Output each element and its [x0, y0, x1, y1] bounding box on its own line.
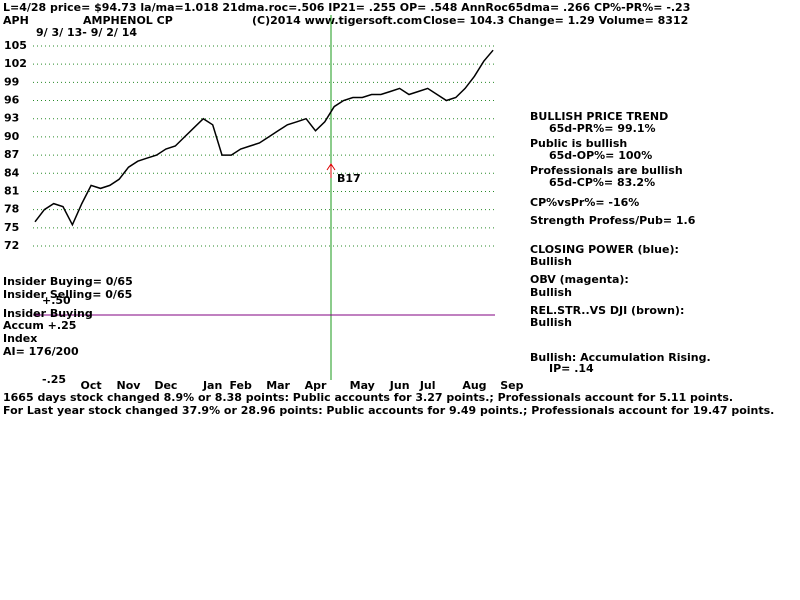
- annotation: B17: [337, 172, 361, 185]
- symbol: APH: [3, 14, 29, 27]
- x-tick-label: Jan: [202, 379, 222, 392]
- x-tick-label: Sep: [500, 379, 523, 392]
- indicator-label: Insider Buying= 0/65: [3, 275, 133, 288]
- signal-text: BULLISH PRICE TREND: [530, 110, 668, 123]
- copyright: (C)2014 www.tigersoft.com: [252, 14, 422, 27]
- signal-text: 65d-CP%= 83.2%: [549, 176, 655, 189]
- company: AMPHENOL CP: [83, 14, 173, 27]
- date-range: 9/ 3/ 13- 9/ 2/ 14: [36, 26, 137, 39]
- indicator-label: +.50: [42, 294, 71, 307]
- y-tick-label: 78: [4, 203, 19, 216]
- x-tick-label: Aug: [462, 379, 486, 392]
- y-tick-label: 93: [4, 112, 19, 125]
- signal-text: Public is bullish: [530, 137, 627, 150]
- x-tick-label: Dec: [154, 379, 177, 392]
- y-tick-label: 102: [4, 57, 27, 70]
- x-tick-label: Feb: [229, 379, 252, 392]
- signal-text: 65d-OP%= 100%: [549, 149, 652, 162]
- signal-text: Bullish: Accumulation Rising.: [530, 351, 711, 364]
- indicator-label: Accum +.25: [3, 319, 76, 332]
- indicator-label: Index: [3, 332, 37, 345]
- signal-text: Bullish: [530, 316, 572, 329]
- x-tick-label: Mar: [266, 379, 290, 392]
- indicator-label: Insider Selling= 0/65: [3, 288, 132, 301]
- signal-text: CP%vsPr%= -16%: [530, 196, 639, 209]
- signal-text: IP= .14: [549, 362, 594, 375]
- signal-text: 65d-PR%= 99.1%: [549, 122, 656, 135]
- signal-text: Professionals are bullish: [530, 164, 683, 177]
- x-tick-label: Oct: [81, 379, 102, 392]
- x-tick-label: Apr: [305, 379, 327, 392]
- y-tick-label: 81: [4, 184, 19, 197]
- signal-text: REL.STR..VS DJI (brown):: [530, 304, 684, 317]
- buy-arrow: [326, 163, 336, 178]
- x-tick-label: Nov: [117, 379, 142, 392]
- y-tick-label: 75: [4, 221, 19, 234]
- x-tick-label: Jul: [419, 379, 436, 392]
- signal-text: Bullish: [530, 255, 572, 268]
- indicator-label: -.25: [42, 373, 66, 386]
- indicator-label: AI= 176/200: [3, 345, 79, 358]
- indicator-label: Insider Buying: [3, 307, 93, 320]
- footer-line: 1665 days stock changed 8.9% or 8.38 poi…: [3, 391, 733, 404]
- x-tick-label: Jun: [389, 379, 410, 392]
- y-tick-label: 90: [4, 130, 20, 143]
- signal-text: Strength Profess/Pub= 1.6: [530, 214, 696, 227]
- signal-text: OBV (magenta):: [530, 273, 629, 286]
- quote: Close= 104.3 Change= 1.29 Volume= 8312: [423, 14, 688, 27]
- y-tick-label: 72: [4, 239, 19, 252]
- y-tick-label: 99: [4, 75, 19, 88]
- x-tick-label: May: [350, 379, 375, 392]
- status-line: L=4/28 price= $94.73 la/ma=1.018 21dma.r…: [3, 1, 690, 14]
- y-tick-label: 96: [4, 94, 20, 107]
- y-tick-label: 84: [4, 166, 20, 179]
- y-tick-label: 105: [4, 39, 27, 52]
- price-line: [34, 49, 494, 227]
- y-tick-label: 87: [4, 148, 19, 161]
- footer-line: For Last year stock changed 37.9% or 28.…: [3, 404, 774, 417]
- signal-text: CLOSING POWER (blue):: [530, 243, 679, 256]
- signal-text: Bullish: [530, 286, 572, 299]
